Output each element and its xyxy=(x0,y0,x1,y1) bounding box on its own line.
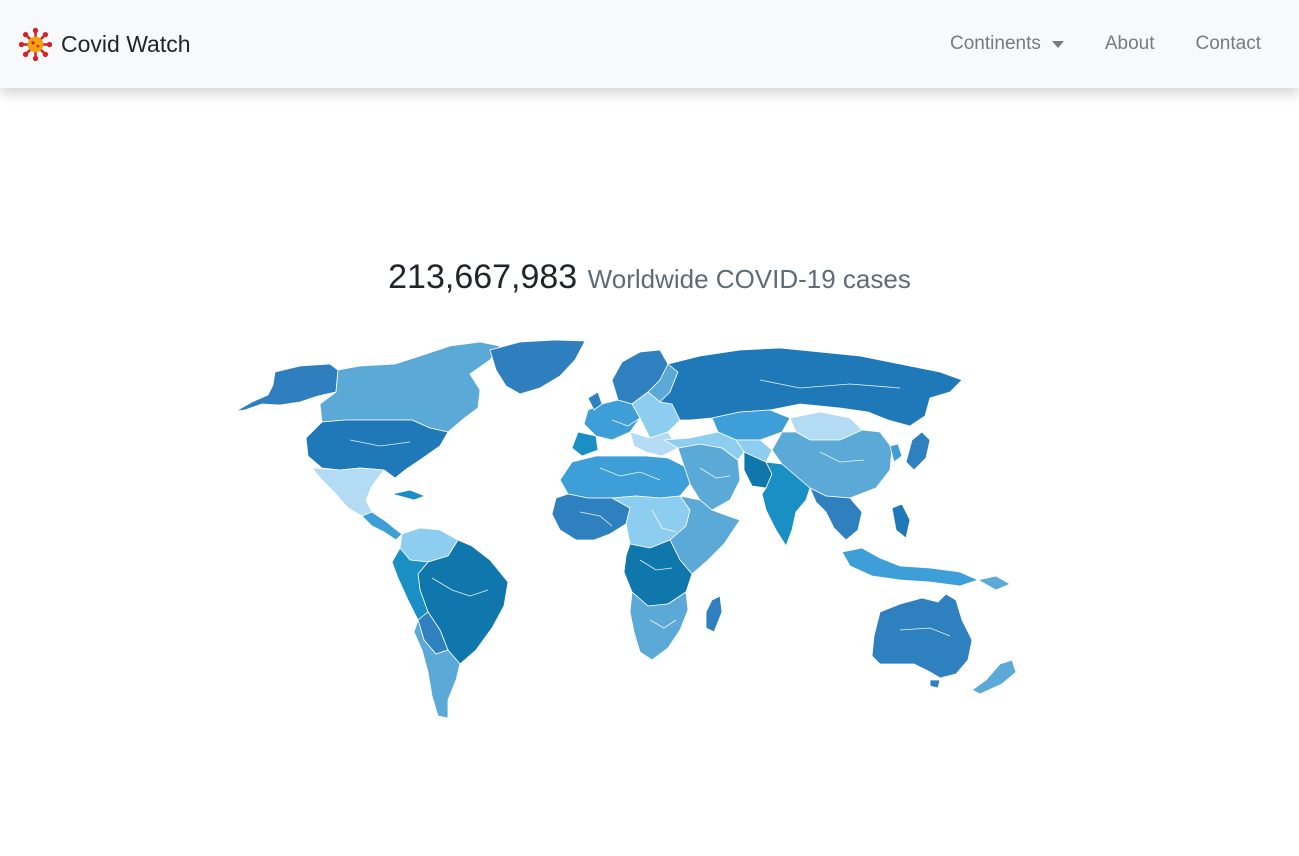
southern-africa-region[interactable] xyxy=(629,591,689,661)
indonesia-region[interactable] xyxy=(841,547,979,587)
nav-item-about[interactable]: About xyxy=(1105,33,1155,55)
worldwide-case-count: 213,667,983 xyxy=(388,258,578,296)
alaska-region[interactable] xyxy=(235,363,339,412)
world-map[interactable] xyxy=(225,335,1075,730)
india-region[interactable] xyxy=(761,461,811,547)
north-africa-region[interactable] xyxy=(559,455,691,499)
turkey-iran-region[interactable] xyxy=(663,431,745,461)
worldwide-case-label: Worldwide COVID-19 cases xyxy=(587,264,911,294)
nav-item-contact-label: Contact xyxy=(1195,33,1261,54)
navbar: Covid Watch Continents About Contact xyxy=(0,0,1299,88)
iberia-region[interactable] xyxy=(571,431,599,457)
uk-region[interactable] xyxy=(587,391,603,411)
nav-menu: Continents About Contact xyxy=(950,29,1261,59)
japan-region[interactable] xyxy=(905,431,931,471)
madagascar-region[interactable] xyxy=(705,595,723,633)
southeast-asia-region[interactable] xyxy=(809,487,863,541)
west-africa-region[interactable] xyxy=(551,493,631,541)
caret-down-icon xyxy=(1051,40,1064,48)
cuba-region[interactable] xyxy=(391,489,426,501)
australia-region[interactable] xyxy=(871,593,973,679)
argentina-chile-region[interactable] xyxy=(413,619,461,719)
east-africa-region[interactable] xyxy=(669,495,741,575)
canada-region[interactable] xyxy=(319,341,501,433)
greenland-region[interactable] xyxy=(489,339,586,395)
papua-region[interactable] xyxy=(977,575,1011,591)
mexico-region[interactable] xyxy=(311,467,385,517)
brand-title: Covid Watch xyxy=(61,30,191,57)
central-america-region[interactable] xyxy=(361,511,403,541)
nav-item-continents[interactable]: Continents xyxy=(950,33,1064,55)
world-map-svg xyxy=(235,339,1017,719)
nav-item-continents-label: Continents xyxy=(950,33,1041,54)
korea-region[interactable] xyxy=(889,443,903,463)
new-zealand-region[interactable] xyxy=(971,659,1017,695)
brand-link[interactable]: Covid Watch xyxy=(19,27,191,61)
virus-icon xyxy=(19,27,52,61)
balkans-region[interactable] xyxy=(629,431,679,457)
headline: 213,667,983 Worldwide COVID-19 cases xyxy=(0,258,1299,297)
nav-item-about-label: About xyxy=(1104,33,1155,54)
tasmania-region[interactable] xyxy=(929,679,941,689)
philippines-region[interactable] xyxy=(891,503,911,539)
usa-region[interactable] xyxy=(305,419,449,479)
nav-item-contact[interactable]: Contact xyxy=(1196,33,1261,55)
country-borders xyxy=(349,379,951,637)
